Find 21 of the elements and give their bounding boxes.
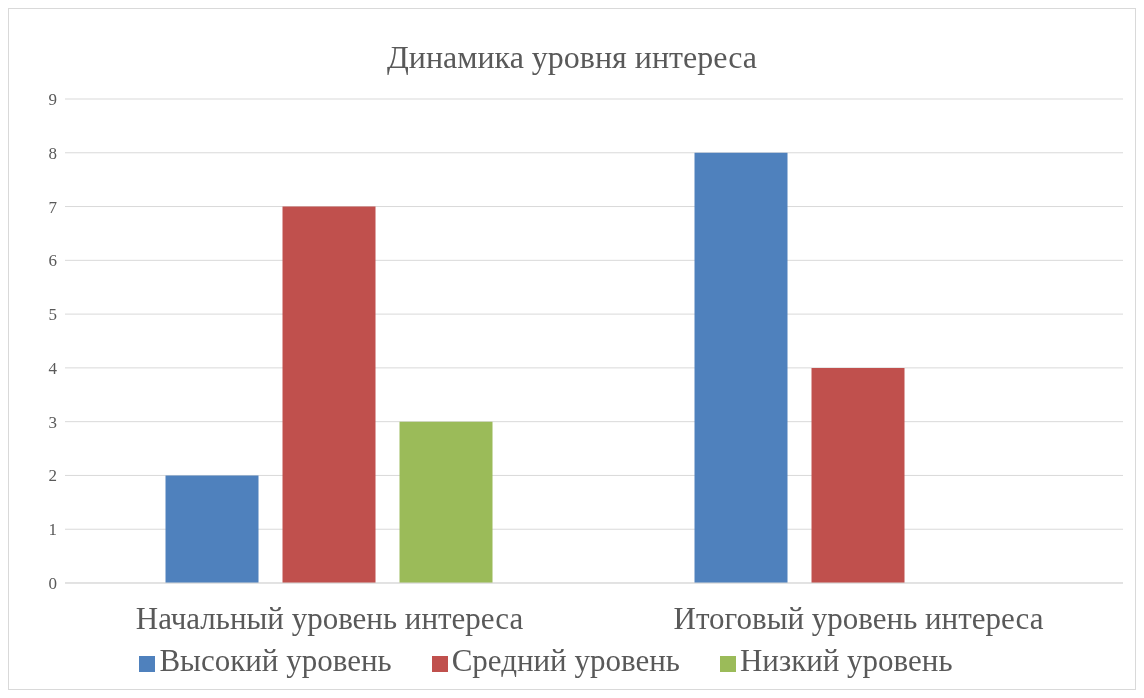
x-tick-label: Начальный уровень интереса <box>135 601 524 637</box>
y-tick-label: 1 <box>48 520 57 540</box>
chart-title: Динамика уровня интереса <box>385 38 759 77</box>
y-tick-label: 5 <box>48 305 57 325</box>
legend-label: Средний уровень <box>451 643 680 678</box>
bar <box>282 206 376 583</box>
bar <box>165 475 259 583</box>
x-tick-label: Итоговый уровень интереса <box>673 601 1044 637</box>
legend-label: Низкий уровень <box>739 643 953 678</box>
y-tick-label: 0 <box>48 574 57 594</box>
bar <box>399 421 493 583</box>
y-tick-label: 2 <box>48 466 57 486</box>
y-tick-label: 3 <box>48 412 57 432</box>
legend-label: Высокий уровень <box>159 643 392 678</box>
bar <box>811 367 905 583</box>
y-tick-label: 9 <box>48 90 57 110</box>
y-tick-label: 6 <box>48 251 57 271</box>
y-tick-label: 4 <box>48 358 58 378</box>
y-tick-label: 8 <box>48 143 57 163</box>
y-tick-label: 7 <box>48 197 58 217</box>
bar <box>694 152 788 583</box>
